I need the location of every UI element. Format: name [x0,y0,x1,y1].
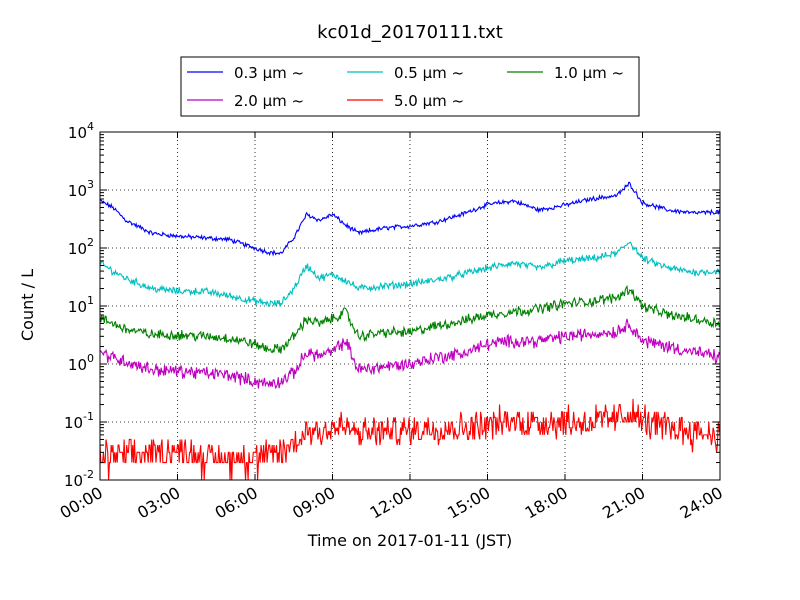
legend-item: 0.3 μm ~ [187,64,304,82]
y-tick-label: 103 [68,178,94,200]
x-tick-label: 06:00 [212,483,261,523]
x-tick-label: 12:00 [367,483,416,523]
x-tick-labels: 00:00 03:00 06:00 09:00 12:00 15:00 18:00 21:00… [57,483,726,523]
y-tick-label: 10-2 [64,468,94,490]
series-line [100,318,720,390]
legend-item: 2.0 μm ~ [187,92,304,110]
x-tick-label: 03:00 [134,483,183,523]
axes [99,131,721,481]
series-line [100,181,720,257]
legend-item: 1.0 μm ~ [507,64,624,82]
series-line [100,398,720,480]
series-line [100,241,720,307]
legend-label: 0.5 μm ~ [394,64,464,82]
y-tick-label: 101 [68,294,94,316]
y-tick-label: 100 [68,352,94,374]
legend-box [180,56,640,117]
x-tick-label: 24:00 [677,483,726,523]
series-layer [100,181,720,480]
y-tick-label: 102 [68,236,94,258]
legend-label: 2.0 μm ~ [234,92,304,110]
y-axis-label: Count / L [18,269,37,341]
x-tick-label: 21:00 [599,483,648,523]
y-tick-label: 104 [68,120,94,142]
y-tick-labels: 10-2 10-1 100 101 102 103 104 [64,120,94,490]
x-tick-label: 18:00 [522,483,571,523]
legend: 0.3 μm ~ 0.5 μm ~ 1.0 μm ~ 2.0 μm ~ 5.0 μm ~ [180,56,640,117]
legend-label: 5.0 μm ~ [394,92,464,110]
legend-label: 0.3 μm ~ [234,64,304,82]
legend-label: 1.0 μm ~ [554,64,624,82]
legend-item: 5.0 μm ~ [347,92,464,110]
y-tick-label: 10-1 [64,410,94,432]
chart-title: kc01d_20170111.txt [317,22,503,43]
x-tick-label: 09:00 [289,483,338,523]
x-tick-label: 15:00 [444,483,493,523]
series-line [100,284,720,354]
x-axis-label: Time on 2017-01-11 (JST) [307,531,512,550]
legend-item: 0.5 μm ~ [347,64,464,82]
